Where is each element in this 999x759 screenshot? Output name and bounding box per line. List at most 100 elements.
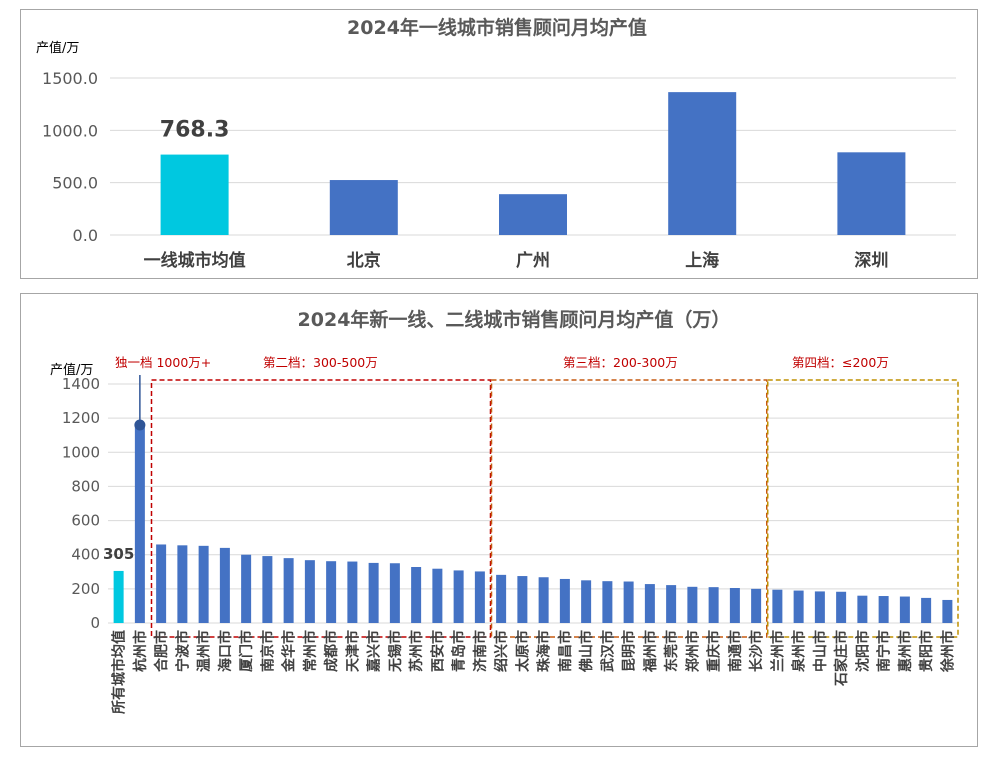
top-category-label: 上海 bbox=[685, 250, 719, 271]
tier-2-label: 第二档：300-500万 bbox=[263, 355, 378, 370]
bottom-ytick-label: 1000 bbox=[62, 443, 100, 461]
bottom-category-label: 嘉兴市 bbox=[366, 630, 383, 673]
bottom-bar bbox=[474, 571, 485, 623]
bottom-category-label: 武汉市 bbox=[599, 630, 616, 672]
top-chart-ylabel: 产值/万 bbox=[36, 40, 79, 56]
bottom-bar bbox=[241, 554, 252, 623]
bottom-category-label: 徐州市 bbox=[939, 630, 956, 673]
bottom-bar bbox=[899, 596, 910, 623]
top-chart-title: 2024年一线城市销售顾问月均产值 bbox=[347, 16, 647, 39]
bottom-category-label: 宁波市 bbox=[174, 630, 191, 672]
bottom-category-label: 兰州市 bbox=[769, 630, 786, 672]
bottom-chart-grid bbox=[108, 383, 958, 624]
bottom-category-label: 所有城市均值 bbox=[111, 630, 128, 714]
bottom-chart-title: 2024年新一线、二线城市销售顾问月均产值（万） bbox=[298, 308, 731, 331]
bottom-bar bbox=[793, 590, 804, 623]
bottom-category-label: 南昌市 bbox=[557, 630, 574, 672]
bottom-bar bbox=[347, 561, 358, 623]
bottom-category-label: 佛山市 bbox=[578, 630, 595, 673]
bottom-category-label: 中山市 bbox=[812, 630, 829, 672]
top-chart: 2024年一线城市销售顾问月均产值 产值/万 0.0 500.0 1000.0 150… bbox=[36, 16, 956, 271]
bottom-bar bbox=[517, 576, 528, 623]
bottom-bar bbox=[198, 545, 209, 623]
bottom-category-label: 沈阳市 bbox=[854, 630, 871, 672]
bottom-chart-yticks: 0 200 400 600 800 1000 1200 1400 bbox=[62, 375, 100, 632]
bottom-category-label: 郑州市 bbox=[684, 630, 701, 672]
bottom-bar bbox=[411, 567, 422, 623]
bottom-bar bbox=[219, 547, 230, 623]
bottom-category-label: 南宁市 bbox=[876, 630, 893, 672]
bottom-category-label: 福州市 bbox=[642, 630, 659, 673]
bottom-bar bbox=[921, 597, 932, 623]
bottom-bar bbox=[326, 561, 337, 623]
bottom-ytick-label: 400 bbox=[71, 546, 100, 564]
bottom-category-label: 合肥市 bbox=[153, 630, 170, 672]
bottom-chart-categories: 所有城市均值 杭州市 合肥市 宁波市 温州市 海口市 厦门市 南京市 金华市 常州市 成都市 天津市嘉… bbox=[111, 630, 957, 714]
bottom-bar bbox=[602, 581, 613, 623]
top-bar bbox=[668, 92, 737, 235]
bottom-bar bbox=[814, 591, 825, 623]
top-ytick-label: 1000.0 bbox=[42, 121, 98, 140]
bottom-bar bbox=[283, 558, 294, 623]
bottom-category-label: 天津市 bbox=[344, 630, 361, 672]
bottom-bar bbox=[432, 568, 443, 623]
bottom-bar-average bbox=[113, 570, 124, 623]
bottom-category-label: 贵阳市 bbox=[918, 630, 935, 672]
tier-1-pointer-dot bbox=[134, 419, 146, 431]
bottom-category-label: 珠海市 bbox=[536, 630, 553, 672]
bottom-bar bbox=[623, 581, 634, 623]
top-bar bbox=[499, 194, 567, 235]
bottom-category-label: 绍兴市 bbox=[493, 630, 510, 672]
top-ytick-label: 0.0 bbox=[73, 226, 98, 245]
bottom-bar bbox=[581, 580, 592, 623]
bottom-bar bbox=[942, 599, 953, 623]
bottom-category-label: 石家庄市 bbox=[833, 630, 850, 687]
bottom-category-label: 重庆市 bbox=[706, 630, 723, 672]
top-chart-bars bbox=[160, 92, 906, 235]
tier-3-label: 第三档：200-300万 bbox=[563, 355, 678, 370]
bottom-category-label: 惠州市 bbox=[897, 630, 914, 672]
bottom-chart-tier-boxes bbox=[150, 379, 959, 638]
top-ytick-label: 500.0 bbox=[52, 174, 98, 193]
bottom-category-label: 金华市 bbox=[281, 630, 298, 673]
top-chart-categories: 一线城市均值 北京 广州 上海 深圳 bbox=[144, 250, 889, 271]
bottom-bar bbox=[453, 570, 464, 623]
bottom-ytick-label: 1200 bbox=[62, 409, 100, 427]
bottom-bar bbox=[496, 574, 507, 623]
bottom-bar bbox=[177, 545, 188, 623]
bottom-category-label: 昆明市 bbox=[621, 630, 638, 672]
bottom-bar bbox=[878, 596, 889, 623]
top-ytick-label: 1500.0 bbox=[42, 69, 98, 88]
bottom-category-label: 常州市 bbox=[302, 630, 319, 672]
bottom-category-label: 太原市 bbox=[514, 630, 531, 672]
bottom-category-label: 南京市 bbox=[259, 630, 276, 672]
bottom-bar bbox=[644, 584, 655, 623]
top-category-label: 广州 bbox=[516, 250, 550, 271]
bottom-category-label: 泉州市 bbox=[791, 630, 808, 672]
bottom-bar bbox=[368, 562, 379, 623]
top-category-label: 北京 bbox=[347, 250, 381, 271]
bottom-chart: 2024年新一线、二线城市销售顾问月均产值（万） 产值/万 0 200 400 600… bbox=[50, 308, 959, 714]
bottom-category-label: 海口市 bbox=[217, 630, 234, 672]
bottom-bar bbox=[836, 591, 847, 623]
bottom-bar bbox=[559, 578, 570, 623]
bottom-bar bbox=[666, 585, 677, 623]
bottom-bar bbox=[156, 544, 167, 623]
bottom-bar bbox=[729, 588, 740, 623]
bottom-ytick-label: 600 bbox=[71, 512, 100, 530]
tier-3-box bbox=[490, 379, 768, 638]
bottom-bar bbox=[304, 560, 315, 623]
bottom-bar bbox=[389, 563, 400, 623]
tier-1-pointer bbox=[134, 375, 146, 431]
bottom-category-label: 无锡市 bbox=[387, 630, 404, 673]
bottom-category-label: 南通市 bbox=[727, 630, 744, 672]
bottom-bar bbox=[538, 577, 549, 623]
bottom-category-label: 杭州市 bbox=[132, 630, 149, 672]
bottom-category-label: 成都市 bbox=[323, 630, 340, 672]
bottom-chart-bars bbox=[113, 424, 953, 623]
top-chart-yticks: 0.0 500.0 1000.0 1500.0 bbox=[42, 69, 98, 245]
tier-1-label: 独一档 1000万+ bbox=[115, 355, 211, 370]
bottom-category-label: 东莞市 bbox=[663, 630, 680, 672]
top-category-label: 深圳 bbox=[854, 250, 888, 271]
